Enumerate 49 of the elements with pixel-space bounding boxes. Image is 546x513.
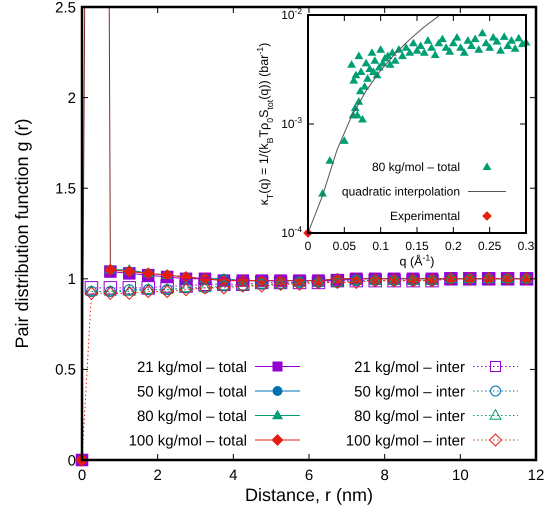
point bbox=[217, 281, 230, 294]
legend-label: 100 kg/mol – total bbox=[128, 432, 247, 450]
x-tick-label: 0.25 bbox=[478, 239, 502, 253]
point bbox=[255, 280, 268, 293]
legend-label: 80 kg/mol – total bbox=[136, 408, 247, 425]
y-tick-label: 2 bbox=[68, 90, 76, 107]
x-tick-label: 6 bbox=[304, 467, 314, 484]
point bbox=[160, 284, 174, 298]
legend-label: 100 kg/mol – inter bbox=[346, 432, 465, 450]
x-tick-label: 12 bbox=[528, 467, 544, 484]
legend-label: quadratic interpolation bbox=[342, 184, 460, 199]
point bbox=[122, 286, 136, 300]
x-tick-label: 4 bbox=[229, 467, 238, 484]
point bbox=[180, 283, 193, 296]
point bbox=[160, 279, 174, 293]
legend-label: 80 kg/mol – total bbox=[372, 160, 460, 174]
point bbox=[142, 284, 155, 298]
x-axis-title: q (Å$^{-1}$) bbox=[400, 252, 434, 268]
point bbox=[122, 281, 136, 295]
x-tick-label: 0.2 bbox=[444, 239, 462, 253]
x-tick-label: 0.15 bbox=[405, 239, 429, 253]
point bbox=[104, 286, 117, 300]
x-tick-label: 8 bbox=[380, 467, 389, 484]
legend-label: 21 kg/mol – total bbox=[136, 358, 247, 376]
x-tick-label: 10 bbox=[452, 467, 469, 484]
legend-label: 80 kg/mol – inter bbox=[354, 408, 466, 425]
y-tick-label: 10$^{-4}$ bbox=[281, 224, 302, 240]
x-axis-title: Distance, r (nm) bbox=[244, 485, 374, 505]
y-tick-label: 10$^{-2}$ bbox=[281, 6, 302, 22]
x-tick-label: 2 bbox=[153, 467, 162, 484]
y-axis-title: Pair distribution function g (r) bbox=[12, 118, 32, 349]
point bbox=[84, 281, 98, 295]
y-tick-label: 1 bbox=[68, 271, 76, 288]
x-tick-label: 0 bbox=[304, 239, 312, 253]
x-tick-label: 0.05 bbox=[332, 239, 356, 253]
point bbox=[198, 277, 212, 291]
legend-label: 50 kg/mol – total bbox=[136, 383, 247, 400]
y-tick-label: 0 bbox=[68, 452, 76, 470]
legend-label: 21 kg/mol – inter bbox=[354, 358, 466, 376]
legend-label: Experimental bbox=[390, 209, 460, 224]
x-tick-label: 0.3 bbox=[518, 239, 535, 253]
y-tick-label: 1.5 bbox=[55, 180, 76, 198]
legend-label: 50 kg/mol – inter bbox=[354, 383, 466, 400]
point bbox=[104, 281, 118, 295]
point bbox=[84, 286, 98, 300]
y-tick-label: 0.5 bbox=[55, 362, 76, 379]
y-tick-label: 10$^{-3}$ bbox=[281, 115, 302, 132]
x-tick-label: 0.1 bbox=[372, 239, 390, 253]
y-tick-label: 2.5 bbox=[55, 0, 76, 16]
